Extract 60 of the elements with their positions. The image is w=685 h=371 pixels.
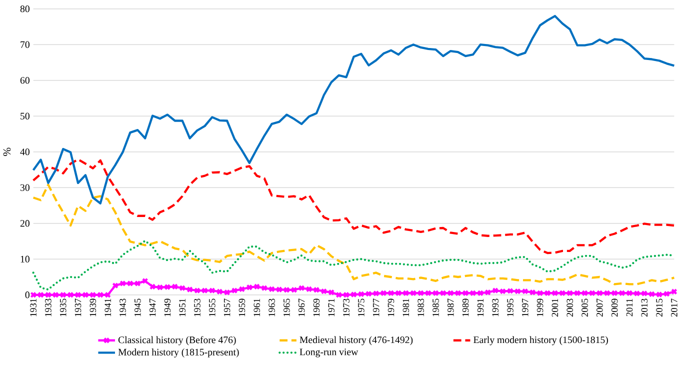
line-series	[32, 15, 676, 205]
x-tick-label: 1981	[402, 299, 410, 316]
x-tick-label: 1933	[45, 298, 52, 316]
x-tick-label: 1951	[179, 299, 186, 316]
y-tick-label: 60	[20, 77, 30, 84]
x-tick-label: 1961	[254, 299, 260, 316]
x-tick-label: 1983	[418, 298, 424, 316]
legend-label: Long-run view	[300, 348, 358, 358]
x-tick-label: 1941	[104, 299, 111, 316]
x-tick-label: 1991	[477, 299, 484, 316]
x-tick-label: 1995	[507, 298, 514, 316]
x-tick-label: 1965	[284, 298, 290, 316]
x-tick-label: 1931	[30, 299, 36, 316]
x-tick-label: 1937	[74, 298, 82, 316]
x-tick-label: 1953	[194, 298, 200, 316]
y-tick-label: 10	[20, 256, 30, 263]
y-tick-label: 20	[20, 220, 30, 227]
x-tick-label: 2001	[552, 299, 558, 317]
x-tick-label: 1959	[238, 298, 246, 316]
legend-label: Classical history (Before 476)	[118, 336, 236, 346]
y-tick-label: 30	[20, 184, 30, 192]
x-tick-label: 1971	[328, 299, 335, 316]
x-tick-label: 1997	[522, 298, 528, 316]
x-tick-label: 2011	[626, 299, 633, 316]
y-axis-title: %	[3, 148, 11, 156]
x-tick-label: 2013	[641, 298, 648, 317]
x-tick-label: 1973	[343, 298, 350, 316]
y-tick-label: 40	[20, 148, 30, 156]
y-tick-label: 50	[20, 113, 30, 120]
x-tick-label: 2015	[656, 298, 662, 317]
y-tick-label: 0	[25, 292, 30, 298]
x-tick-label: 1949	[164, 298, 171, 316]
x-tick-label: 1945	[134, 298, 141, 316]
x-tick-label: 1985	[432, 298, 439, 316]
x-tick-label: 1999	[536, 298, 544, 316]
x-tick-label: 1957	[224, 298, 230, 316]
x-tick-label: 1939	[90, 298, 96, 316]
x-tick-label: 1969	[313, 298, 320, 316]
x-tick-label: 1947	[149, 298, 156, 316]
x-tick-label: 1977	[372, 298, 380, 316]
legend-label: Medieval history (476-1492)	[300, 336, 413, 346]
x-tick-label: 1975	[358, 298, 364, 316]
x-tick-label: 1943	[120, 298, 126, 316]
x-tick-label: 1963	[268, 298, 275, 316]
x-tick-label: 2003	[566, 298, 574, 317]
legend-label: Modern history (1815-present)	[118, 348, 239, 358]
x-tick-label: 2017	[671, 298, 678, 317]
x-tick-label: 2005	[582, 298, 588, 317]
x-tick-label: 1993	[492, 298, 498, 316]
x-tick-label: 2009	[611, 298, 618, 317]
y-tick-label: 70	[20, 42, 30, 48]
y-tick-label: 80	[20, 6, 30, 12]
x-tick-label: 1967	[298, 298, 305, 316]
x-tick-label: 1979	[388, 298, 394, 316]
x-tick-label: 1989	[462, 298, 469, 316]
legend-label: Early modern history (1500-1815)	[474, 336, 608, 346]
x-tick-label: 1955	[209, 298, 216, 316]
x-tick-label: 2007	[596, 298, 603, 317]
x-tick-label: 1987	[447, 298, 454, 316]
x-tick-label: 1935	[60, 298, 66, 316]
